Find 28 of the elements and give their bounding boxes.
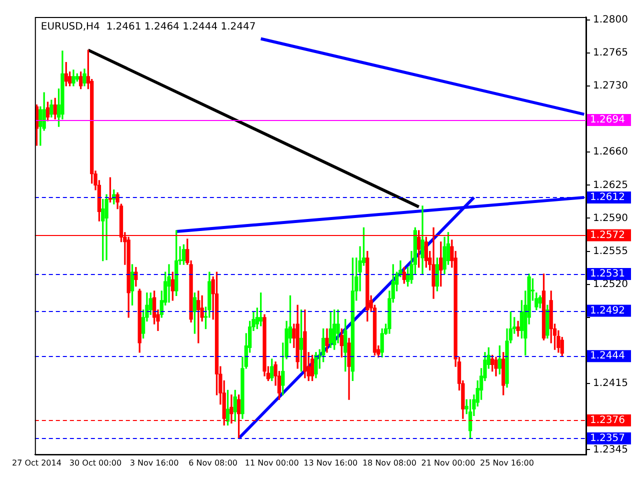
- text: EURUSD,H4 1.2461 1.2464 1.2444 1.2447: [40, 22, 256, 33]
- x-tick-label: 13 Nov 16:00: [304, 458, 358, 468]
- y-tick-label: 1.2520: [593, 278, 628, 290]
- y-tick-label: 1.2660: [593, 146, 628, 158]
- ref-line-label: 1.2492: [590, 305, 625, 316]
- ref-line-label: 1.2444: [590, 350, 625, 362]
- x-tick-label: 21 Nov 00:00: [421, 458, 476, 468]
- y-tick-label: 1.2345: [593, 444, 628, 456]
- y-tick-label: 1.2730: [593, 80, 628, 92]
- x-tick-label: 6 Nov 08:00: [188, 458, 238, 468]
- x-tick-label: 27 Oct 2014: [12, 458, 62, 468]
- ref-line-label: 1.2531: [590, 268, 625, 280]
- y-tick-label: 1.2415: [593, 378, 628, 390]
- ref-line-label: 1.2357: [590, 432, 625, 444]
- y-tick-label: 1.2590: [593, 212, 628, 224]
- y-tick-label: 1.2625: [593, 180, 628, 191]
- ref-line-label: 1.2376: [590, 414, 625, 426]
- x-tick-label: 11 Nov 00:00: [244, 458, 299, 468]
- y-tick-label: 1.2800: [593, 14, 628, 26]
- x-tick-label: 3 Nov 16:00: [130, 458, 179, 468]
- x-tick-label: 18 Nov 08:00: [362, 458, 416, 468]
- ref-line-label: 1.2694: [590, 114, 625, 126]
- x-tick-label: 30 Oct 00:00: [69, 458, 122, 468]
- ref-line-label: 1.2572: [590, 230, 625, 241]
- y-tick-label: 1.2765: [593, 47, 628, 58]
- ref-line-label: 1.2612: [590, 192, 625, 204]
- y-tick-label: 1.2555: [593, 246, 628, 257]
- x-tick-label: 25 Nov 16:00: [480, 458, 534, 468]
